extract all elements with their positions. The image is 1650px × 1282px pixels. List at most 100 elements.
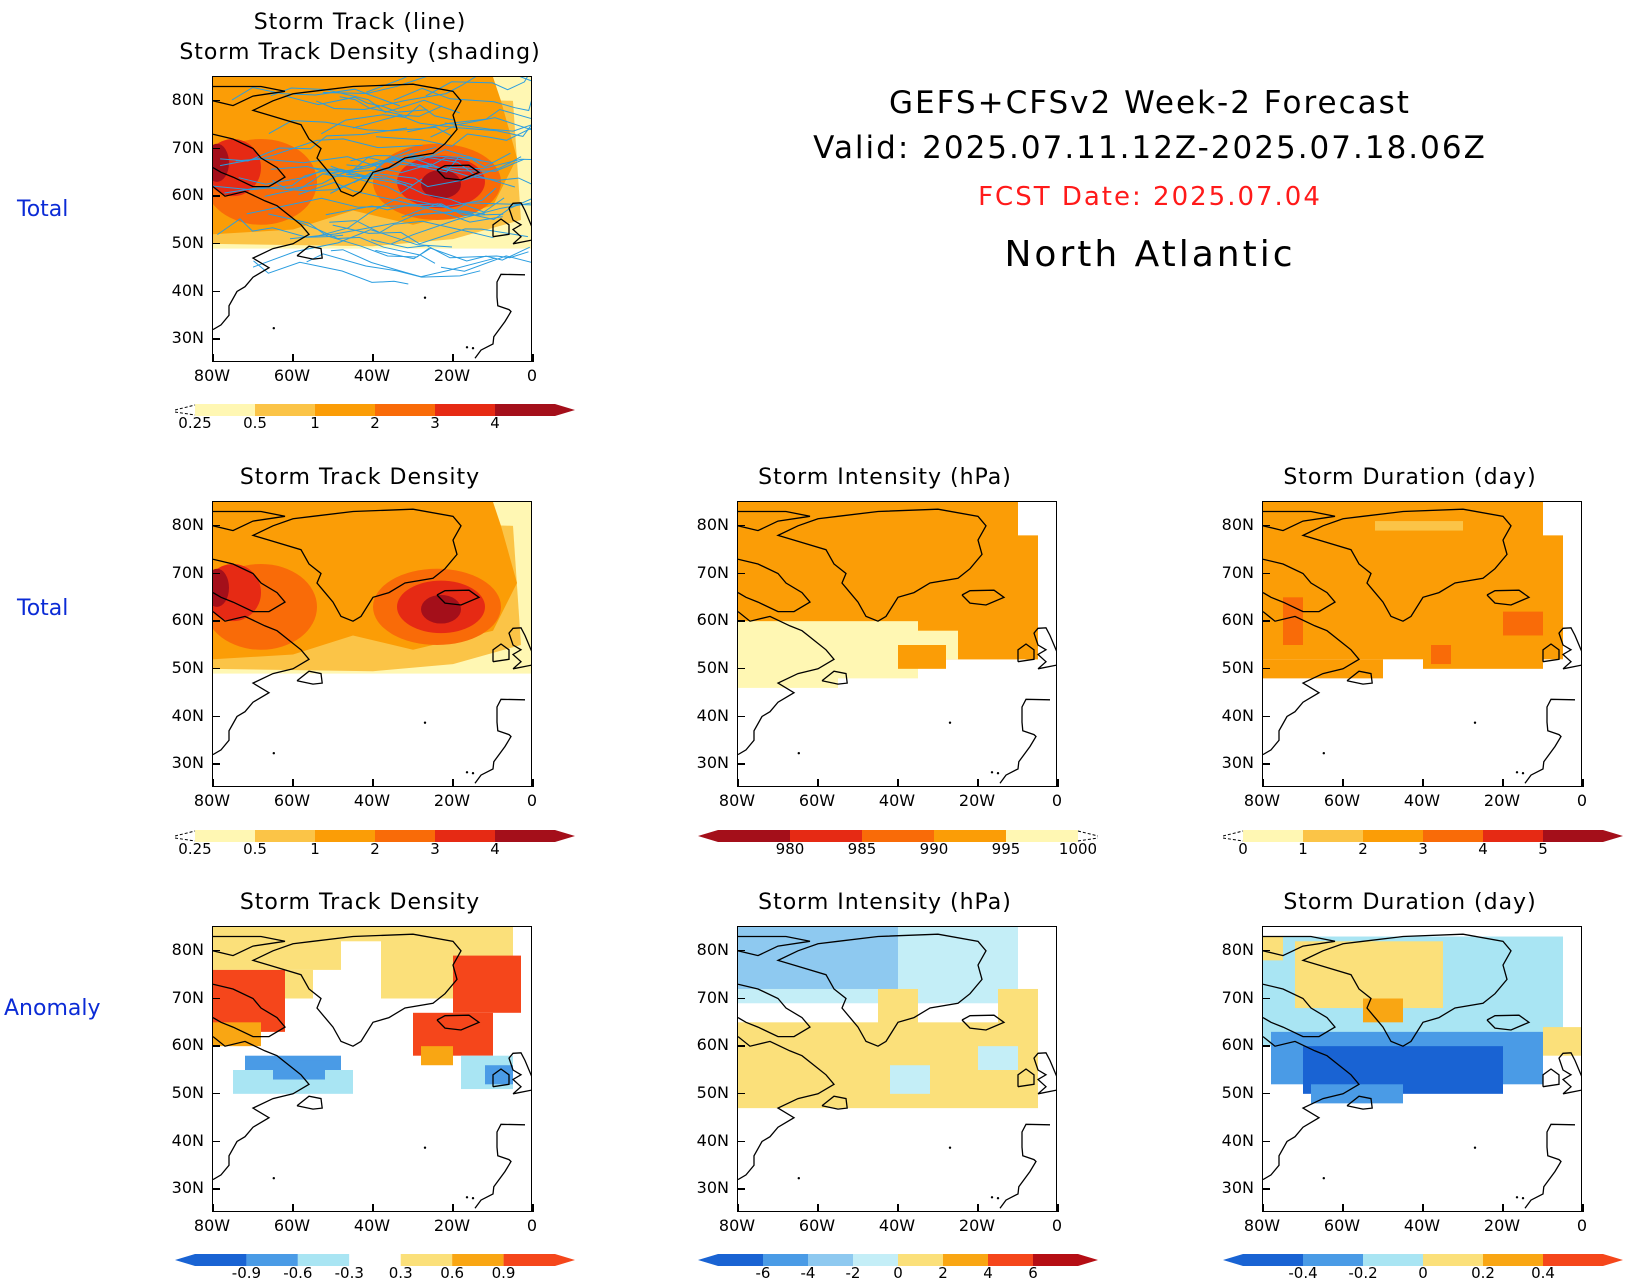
- map-panel-track-density-total: [212, 501, 532, 787]
- lat-tick-label: 30N: [696, 753, 729, 773]
- storm-track-line: [253, 260, 409, 285]
- colorbar-tick-label: 2: [370, 840, 380, 858]
- lat-tick-label: 80N: [171, 89, 204, 109]
- lon-tick-label: 80W: [718, 791, 756, 810]
- colorbar-swatch: [698, 830, 790, 842]
- colorbar-swatch: [435, 404, 495, 416]
- field-contour: [213, 568, 229, 607]
- field-cell: [1311, 1084, 1403, 1104]
- lat-tick-label: 80N: [1221, 514, 1254, 534]
- storm-track-line: [350, 155, 494, 173]
- lon-tick: [1057, 1204, 1059, 1212]
- colorbar-swatch: [297, 1254, 350, 1266]
- panel1-title-line2: Storm Track Density (shading): [179, 40, 541, 65]
- island: [797, 752, 800, 755]
- island: [465, 346, 469, 349]
- lat-tick-label: 50N: [171, 232, 204, 252]
- colorbar-tick-label: 2: [370, 414, 380, 432]
- coastline: [213, 510, 286, 532]
- lon-tick-label: 60W: [798, 791, 836, 810]
- field-cell: [958, 630, 1038, 660]
- coastline: [1486, 1014, 1531, 1031]
- colorbar-extension: [1222, 830, 1244, 842]
- coastline: [213, 133, 286, 188]
- field-cell: [738, 659, 838, 688]
- colorbar-swatch: [503, 1254, 575, 1266]
- lat-tick-label: 80N: [171, 514, 204, 534]
- lon-tick: [897, 779, 899, 787]
- island: [465, 771, 469, 774]
- panel1-title-line1: Storm Track (line): [253, 10, 467, 35]
- colorbar-swatch: [1243, 830, 1303, 842]
- field-cell: [898, 645, 946, 669]
- lat-tick-label: 70N: [1221, 987, 1254, 1007]
- lat-tick-label: 60N: [171, 185, 204, 205]
- lat-tick: [737, 997, 745, 999]
- lon-tick-label: 0: [1576, 1216, 1588, 1235]
- coastline: [961, 589, 1006, 606]
- colorbar-tick-label: -4: [800, 1264, 816, 1282]
- colorbar-swatch: [934, 830, 1006, 842]
- colorbar-density-total: [174, 402, 575, 416]
- coastline: [213, 85, 286, 107]
- forecast-date: FCST Date: 2025.07.04: [978, 182, 1322, 212]
- lon-tick-label: 80W: [718, 1216, 756, 1235]
- map-panel-duration-anomaly: [1262, 926, 1582, 1212]
- coastline: [999, 698, 1051, 784]
- lat-tick-label: 40N: [171, 1130, 204, 1150]
- coastline: [296, 670, 323, 685]
- lon-tick: [737, 779, 739, 787]
- coastline: [1558, 1052, 1581, 1095]
- lat-tick-label: 30N: [171, 753, 204, 773]
- colorbar-tick-label: 3: [430, 840, 440, 858]
- field-cell: [273, 1060, 325, 1080]
- storm-track-line: [444, 122, 531, 132]
- lat-tick: [212, 290, 220, 292]
- lat-tick-label: 70N: [696, 562, 729, 582]
- coastline: [961, 1014, 1006, 1031]
- colorbar-duration-anom: [1223, 1252, 1623, 1266]
- colorbar-swatch: [1483, 830, 1543, 842]
- lon-tick-label: 0: [526, 1216, 538, 1235]
- field-cell: [1543, 1027, 1581, 1056]
- colorbar-tick-label: -0.6: [283, 1264, 313, 1282]
- lat-tick: [212, 524, 220, 527]
- field-cell: [381, 950, 453, 999]
- lat-tick-label: 40N: [696, 705, 729, 725]
- colorbar-swatch: [195, 830, 255, 842]
- colorbar-tick-label: 0.25: [178, 840, 212, 858]
- lon-tick: [1502, 779, 1504, 787]
- lat-tick: [212, 667, 220, 670]
- colorbar-tick-label: 4: [983, 1264, 993, 1282]
- lon-tick: [292, 779, 294, 787]
- coastline: [213, 558, 286, 613]
- coastline: [213, 186, 310, 331]
- colorbar-tick-label: -2: [845, 1264, 861, 1282]
- field-cell: [341, 941, 381, 1018]
- lon-tick: [977, 779, 979, 787]
- island: [1473, 721, 1477, 724]
- storm-track-line: [353, 156, 522, 188]
- island: [471, 347, 475, 350]
- lat-tick: [1262, 1045, 1270, 1047]
- colorbar-tick-label: 4: [490, 414, 500, 432]
- storm-track-line: [376, 127, 531, 147]
- island: [1322, 752, 1325, 755]
- colorbar-tick-label: 0: [1238, 840, 1248, 858]
- lat-tick-label: 30N: [171, 328, 204, 348]
- colorbar-tick-label: 0.6: [440, 1264, 465, 1282]
- lon-tick: [372, 354, 374, 362]
- island: [471, 1197, 475, 1200]
- storm-track-line: [220, 127, 408, 162]
- lat-tick: [737, 763, 745, 765]
- lat-tick: [1262, 949, 1270, 952]
- storm-track-line: [332, 224, 528, 245]
- storm-track-line: [393, 87, 531, 112]
- colorbar-swatch: [1223, 1254, 1303, 1266]
- island: [1521, 772, 1525, 775]
- lon-tick: [1262, 1204, 1264, 1212]
- island: [1322, 1177, 1325, 1180]
- panel7-title: Storm Duration (day): [1283, 890, 1537, 915]
- colorbar-swatch: [698, 1254, 763, 1266]
- storm-track-line: [298, 181, 503, 223]
